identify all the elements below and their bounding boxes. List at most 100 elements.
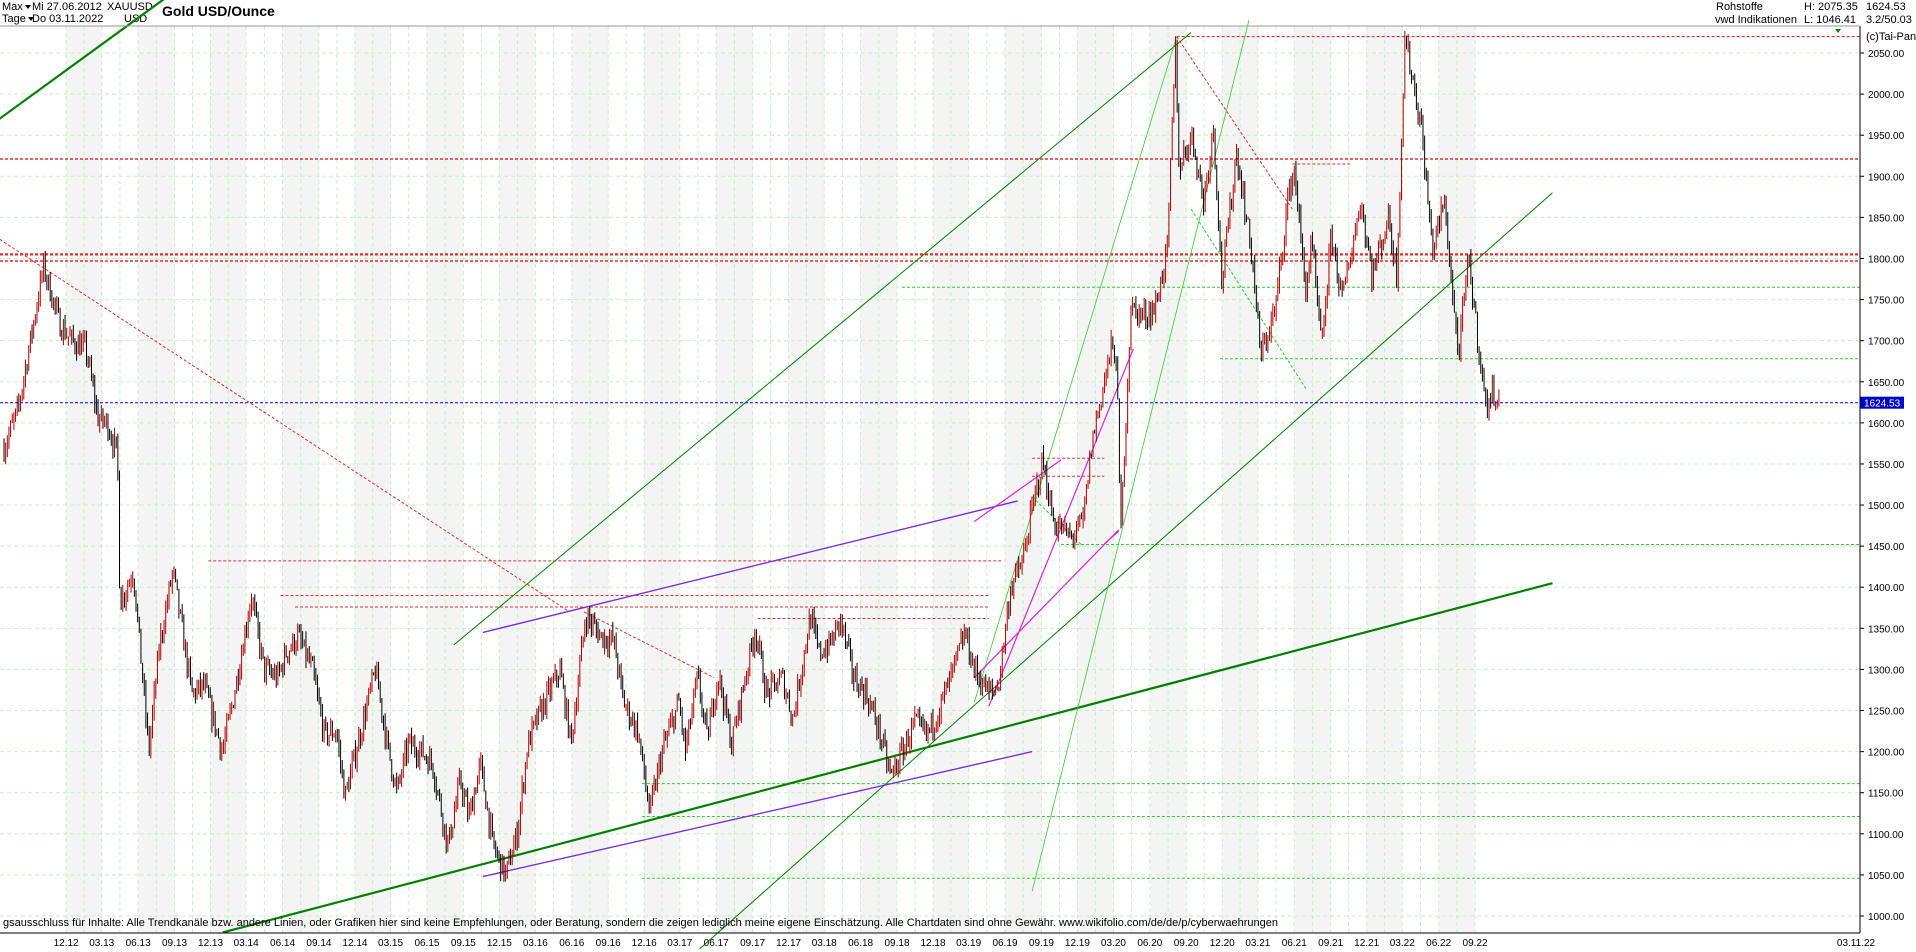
band — [1294, 26, 1331, 933]
y-tick-label: 1000.00 — [1868, 912, 1905, 923]
y-tick-label: 1400.00 — [1868, 583, 1905, 594]
trendline — [222, 582, 1553, 934]
x-tick-label: 03.22 — [1390, 938, 1415, 949]
x-tick-label: 09.16 — [596, 938, 621, 949]
copyright-label: (c)Tai-Pan — [1866, 31, 1916, 43]
y-tick-label: 1800.00 — [1868, 254, 1905, 265]
trendline — [973, 529, 1120, 679]
y-tick-label: 1250.00 — [1868, 707, 1905, 718]
scale-info: 3.2/50.03 — [1866, 14, 1912, 26]
band — [499, 26, 536, 933]
interval-selector[interactable]: Tage — [2, 13, 34, 26]
trendline — [699, 192, 1553, 950]
y-tick-label: 2000.00 — [1868, 90, 1905, 101]
chart-border — [0, 25, 1861, 934]
x-tick-label: 03.21 — [1245, 938, 1270, 949]
y-tick-label: 1050.00 — [1868, 871, 1905, 882]
x-tick-label: 12.18 — [921, 938, 946, 949]
band — [210, 26, 247, 933]
y-tick-label: 1150.00 — [1868, 789, 1904, 800]
category-label: Rohstoffe — [1716, 1, 1763, 13]
x-axis: 12.12 03.13 06.13 09.13 12.13 03.14 06.14 09.14… — [54, 938, 1876, 949]
y-tick-label: 1700.00 — [1868, 337, 1905, 348]
x-tick-label: 06.20 — [1137, 938, 1162, 949]
band — [933, 26, 969, 933]
last-price-line: 1624.53 — [0, 396, 1904, 410]
band — [716, 26, 753, 933]
x-tick-label: 03.11.22 — [1837, 938, 1876, 949]
marker-triangle-icon — [1835, 29, 1841, 33]
date-to: Do 03.11.2022 — [32, 13, 104, 25]
band — [644, 26, 680, 933]
band — [571, 26, 609, 933]
x-tick-label: 09.13 — [162, 938, 187, 949]
x-tick-label: 12.21 — [1354, 938, 1379, 949]
y-tick-label: 1450.00 — [1868, 542, 1905, 553]
dotted-trendline — [583, 611, 715, 679]
low-label: L: 1046.41 — [1804, 14, 1856, 26]
x-tick-label: 06.13 — [126, 938, 151, 949]
band — [282, 26, 319, 933]
band — [1005, 26, 1042, 933]
trendline — [482, 500, 1018, 634]
band — [1077, 26, 1114, 933]
x-tick-label: 06.22 — [1426, 938, 1451, 949]
band — [1366, 26, 1403, 933]
horizontal-support-resistance-lines — [0, 35, 1860, 879]
y-tick-label: 1750.00 — [1868, 296, 1905, 307]
symbol-code: XAUUSD — [107, 1, 153, 13]
disclaimer-note: gsausschluss für Inhalte: Alle Trendkanä… — [3, 917, 1278, 929]
x-tick-label: 12.20 — [1210, 938, 1235, 949]
chart-title: Gold USD/Ounce — [162, 3, 275, 19]
x-tick-label: 12.19 — [1065, 938, 1090, 949]
x-tick-label: 09.20 — [1174, 938, 1199, 949]
x-tick-label: 03.13 — [89, 938, 114, 949]
y-tick-label: 1900.00 — [1868, 172, 1905, 183]
y-tick-label: 1100.00 — [1868, 830, 1904, 841]
dotted-trendline — [1190, 208, 1308, 391]
y-tick-label: 2050.00 — [1868, 49, 1905, 60]
x-tick-label: 12.12 — [54, 938, 79, 949]
x-tick-label: 03.17 — [667, 938, 692, 949]
y-tick-label: 1500.00 — [1868, 501, 1905, 512]
y-tick-label: 1300.00 — [1868, 665, 1905, 676]
trendline — [482, 750, 1033, 878]
price-candles — [3, 31, 1500, 882]
period-selector[interactable]: Max — [2, 1, 31, 14]
trendline — [973, 36, 1178, 703]
chart-header: Max Tage Mi 27.06.2012 Do 03.11.2022 XAU… — [0, 0, 1916, 43]
y-tick-label: 1600.00 — [1868, 419, 1905, 430]
trendline — [453, 32, 1192, 646]
x-tick-label: 03.14 — [234, 938, 259, 949]
last-price-tag-label: 1624.53 — [1864, 399, 1901, 410]
x-tick-label: 03.15 — [378, 938, 403, 949]
band — [860, 26, 898, 933]
x-tick-label: 06.15 — [414, 938, 439, 949]
x-tick-label: 09.17 — [740, 938, 765, 949]
band — [66, 26, 102, 933]
date-from: Mi 27.06.2012 — [32, 1, 102, 13]
source-label: vwd Indikationen — [1715, 14, 1797, 26]
band — [354, 26, 391, 933]
x-tick-label: 09.22 — [1463, 938, 1488, 949]
y-axis: 1000.00 1050.00 1100.00 1150.00 1200.00 1250.… — [1860, 49, 1905, 923]
x-tick-label: 06.18 — [848, 938, 873, 949]
x-tick-label: 06.14 — [270, 938, 295, 949]
x-tick-label: 12.16 — [632, 938, 657, 949]
x-tick-label: 03.20 — [1101, 938, 1126, 949]
dotted-trendline — [0, 238, 570, 613]
x-tick-label: 03.16 — [523, 938, 548, 949]
high-label: H: 2075.35 — [1804, 1, 1858, 13]
y-tick-label: 1550.00 — [1868, 460, 1905, 471]
trendlines — [0, 0, 1553, 950]
x-tick-label: 06.21 — [1282, 938, 1307, 949]
last-price-tag — [1860, 396, 1904, 409]
x-tick-label: 06.17 — [704, 938, 729, 949]
chevron-down-icon — [24, 5, 31, 10]
x-tick-label: 12.17 — [776, 938, 801, 949]
trendline — [1031, 20, 1250, 892]
last-price-header: 1624.53 — [1866, 1, 1906, 13]
x-tick-label: 12.14 — [342, 938, 367, 949]
chevron-down-icon — [27, 17, 34, 22]
